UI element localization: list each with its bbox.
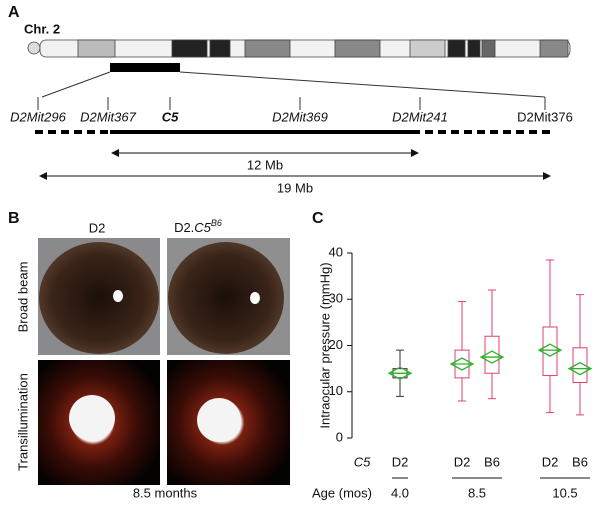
label-part: C5 xyxy=(194,220,211,235)
mean-diamond xyxy=(479,350,505,364)
chromosome-label: Chr. 2 xyxy=(24,21,60,36)
category-label: B6 xyxy=(484,454,500,469)
marker-label: D2Mit369 xyxy=(272,109,328,124)
age-value: 4.0 xyxy=(391,485,409,500)
label-part: D2. xyxy=(174,220,194,235)
row-label: C5 xyxy=(354,454,371,469)
y-axis-title: Intraocular pressure (mmHg) xyxy=(317,262,332,428)
row-label: Broad beam xyxy=(15,262,30,333)
category-label: D2 xyxy=(392,454,409,469)
category-label: D2 xyxy=(542,454,559,469)
label-part: B6 xyxy=(211,218,222,228)
marker-label: D2Mit376 xyxy=(517,109,573,124)
panel-label: C xyxy=(312,210,324,227)
mean-diamond xyxy=(537,343,563,357)
marker-label: D2Mit296 xyxy=(10,109,66,124)
age-value: 10.5 xyxy=(552,485,577,500)
marker-label: D2Mit241 xyxy=(392,109,448,124)
column-label: D2 xyxy=(89,220,106,235)
photo xyxy=(38,238,160,355)
interval-label: 19 Mb xyxy=(277,180,313,195)
marker-label: D2Mit367 xyxy=(80,109,136,124)
box xyxy=(542,326,558,377)
box xyxy=(572,347,588,383)
age-value: 8.5 xyxy=(468,485,486,500)
y-tick-label: 20 xyxy=(329,337,343,352)
y-tick-label: 30 xyxy=(329,291,343,306)
photo xyxy=(167,238,290,355)
chromosome xyxy=(27,39,571,58)
column-label: D2.C5B6 xyxy=(174,218,222,235)
marker-label: C5 xyxy=(162,109,179,124)
zoom-line xyxy=(41,71,111,98)
y-tick-label: 40 xyxy=(329,244,343,259)
age-label: Age (mos) xyxy=(312,485,372,500)
row-label: Transillumination xyxy=(15,373,30,471)
y-tick-label: 10 xyxy=(329,383,343,398)
zoom-line xyxy=(179,71,546,98)
footer: 8.5 months xyxy=(133,485,198,500)
mean-diamond xyxy=(449,357,475,371)
region-bar xyxy=(110,63,180,72)
box xyxy=(484,335,500,374)
y-tick-label: 0 xyxy=(336,429,343,444)
mean-diamond xyxy=(387,366,413,380)
panel-label: B xyxy=(8,210,20,227)
category-label: B6 xyxy=(572,454,588,469)
photo xyxy=(167,360,290,485)
interval-label: 12 Mb xyxy=(247,157,283,172)
mean-diamond xyxy=(567,361,593,376)
panel-label: A xyxy=(8,4,20,21)
category-label: D2 xyxy=(454,454,471,469)
photo xyxy=(38,360,160,485)
